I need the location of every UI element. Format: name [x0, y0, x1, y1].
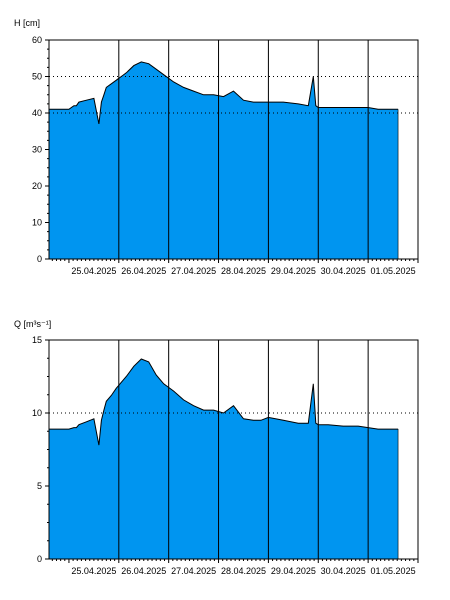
x-tick-label: 27.04.2025	[171, 566, 216, 576]
x-tick-label: 01.05.2025	[371, 566, 416, 576]
series-line	[49, 61, 399, 124]
x-tick-label: 29.04.2025	[271, 566, 316, 576]
x-tick-label: 28.04.2025	[221, 566, 266, 576]
x-tick-label: 30.04.2025	[321, 266, 366, 276]
x-tick-label: 29.04.2025	[271, 266, 316, 276]
series-area	[49, 359, 399, 559]
x-tick-label: 25.04.2025	[71, 266, 116, 276]
y-tick-label: 30	[32, 145, 42, 155]
y-tick-label: 20	[32, 181, 42, 191]
y-tick-label: 0	[37, 254, 42, 264]
y-tick-label: 5	[37, 481, 42, 491]
x-tick-label: 30.04.2025	[321, 566, 366, 576]
y-tick-label: 60	[32, 35, 42, 45]
x-tick-label: 26.04.2025	[121, 266, 166, 276]
x-tick-label: 27.04.2025	[171, 266, 216, 276]
chart-q: Q [m³s⁻¹] 0 5 10 15 25.04.2025 26.04.2025 27.04…	[14, 319, 419, 576]
x-tick-label: 28.04.2025	[221, 266, 266, 276]
y-axis-label: H [cm]	[14, 18, 40, 28]
x-tick-label: 26.04.2025	[121, 566, 166, 576]
x-tick-label: 25.04.2025	[71, 566, 116, 576]
chart-h: H [cm] 0 10 20 30 40 50 60 25.04.2025 26.04.2025 2…	[14, 18, 419, 276]
series-line	[49, 358, 399, 446]
y-tick-label: 50	[32, 72, 42, 82]
y-axis-label: Q [m³s⁻¹]	[14, 319, 51, 329]
y-tick-label: 10	[32, 218, 42, 228]
x-tick-label: 01.05.2025	[371, 266, 416, 276]
y-tick-label: 40	[32, 108, 42, 118]
series-area	[49, 61, 399, 260]
y-tick-label: 0	[37, 554, 42, 564]
y-tick-label: 10	[32, 408, 42, 418]
y-tick-label: 15	[32, 335, 42, 345]
